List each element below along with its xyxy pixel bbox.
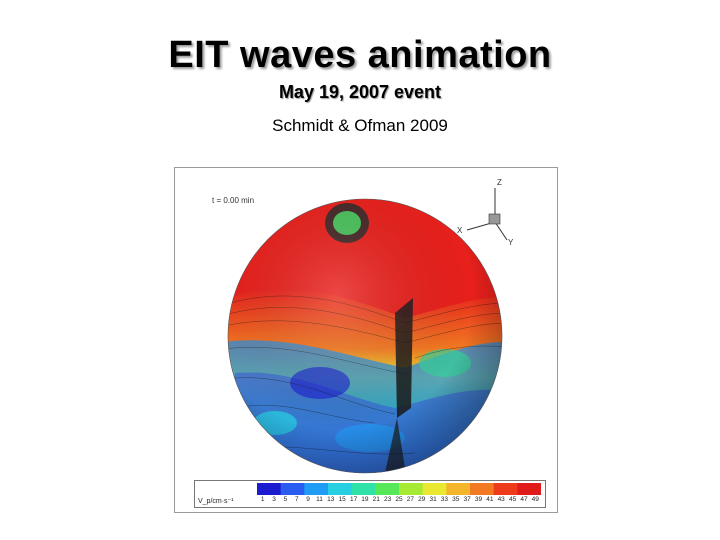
colorbar-tick-label: 5 (283, 496, 288, 503)
slide-title: EIT waves animation (168, 34, 552, 76)
colorbar-tick-label: 7 (294, 496, 299, 503)
colorbar-tick-label: 11 (316, 496, 323, 503)
colorbar-ticks: 1 3 5 7 9 11 13 15 17 19 21 23 25 27 29 31 33 35 37 39 41 43 4… (257, 496, 541, 506)
colorbar-tick-label: 3 (272, 496, 276, 503)
colorbar-segment (351, 483, 376, 495)
colorbar: V_p/cm·s⁻¹ 1 3 5 7 9 11 13 15 17 19 21 23 25 27 29 31 33… (194, 480, 546, 508)
colorbar-tick-label: 17 (349, 496, 358, 503)
colorbar-segment (257, 483, 282, 495)
colorbar-tick-label: 29 (418, 496, 426, 503)
colorbar-tick-label: 37 (463, 496, 471, 503)
time-label: t = 0.00 min (212, 196, 255, 205)
colorbar-segment (304, 483, 329, 495)
colorbar-tick-label: 49 (531, 496, 539, 503)
simulation-figure: t = 0.00 min Z X Y V_p/cm·s⁻¹ 1 3 5 7 9 11 13 1… (174, 167, 558, 513)
colorbar-segment (375, 483, 400, 495)
colorbar-tick-label: 15 (338, 496, 346, 503)
z-axis-label: Z (497, 178, 502, 187)
slide-subtitle: May 19, 2007 event (278, 82, 442, 102)
colorbar-segment (493, 483, 518, 495)
sun-sphere-image (227, 198, 503, 474)
x-axis-label: X (457, 226, 463, 235)
colorbar-segment (328, 483, 353, 495)
colorbar-tick-label: 45 (508, 496, 517, 503)
axis-orientation-triad: Z X Y (445, 174, 525, 254)
colorbar-segment (446, 483, 471, 495)
colorbar-tick-label: 43 (497, 496, 505, 503)
colorbar-tick-label: 23 (383, 496, 392, 503)
colorbar-tick-label: 35 (452, 496, 460, 503)
colorbar-segment (399, 483, 424, 495)
slide-author: Schmidt & Ofman 2009 (272, 116, 448, 135)
colorbar-tick-label: 25 (395, 496, 403, 503)
colorbar-tick-label: 47 (520, 496, 528, 503)
colorbar-tick-label: 27 (406, 496, 415, 503)
colorbar-tick-label: 9 (306, 496, 310, 503)
colorbar-tick-label: 13 (327, 496, 335, 503)
colorbar-segment (470, 483, 495, 495)
colorbar-title: V_p/cm·s⁻¹ (198, 498, 234, 505)
colorbar-tick-label: 21 (372, 496, 380, 503)
colorbar-tick-label: 39 (474, 496, 483, 503)
colorbar-segment (422, 483, 447, 495)
colorbar-tick-label: 33 (440, 496, 449, 503)
colorbar-tick-label: 31 (429, 496, 437, 503)
colorbar-tick-label: 19 (361, 496, 369, 503)
colorbar-tick-label: 41 (486, 496, 494, 503)
colorbar-tick-label: 1 (260, 496, 265, 503)
colorbar-gradient (257, 483, 541, 495)
colorbar-segment (517, 483, 541, 495)
y-axis-label: Y (508, 238, 514, 247)
colorbar-segment (280, 483, 305, 495)
